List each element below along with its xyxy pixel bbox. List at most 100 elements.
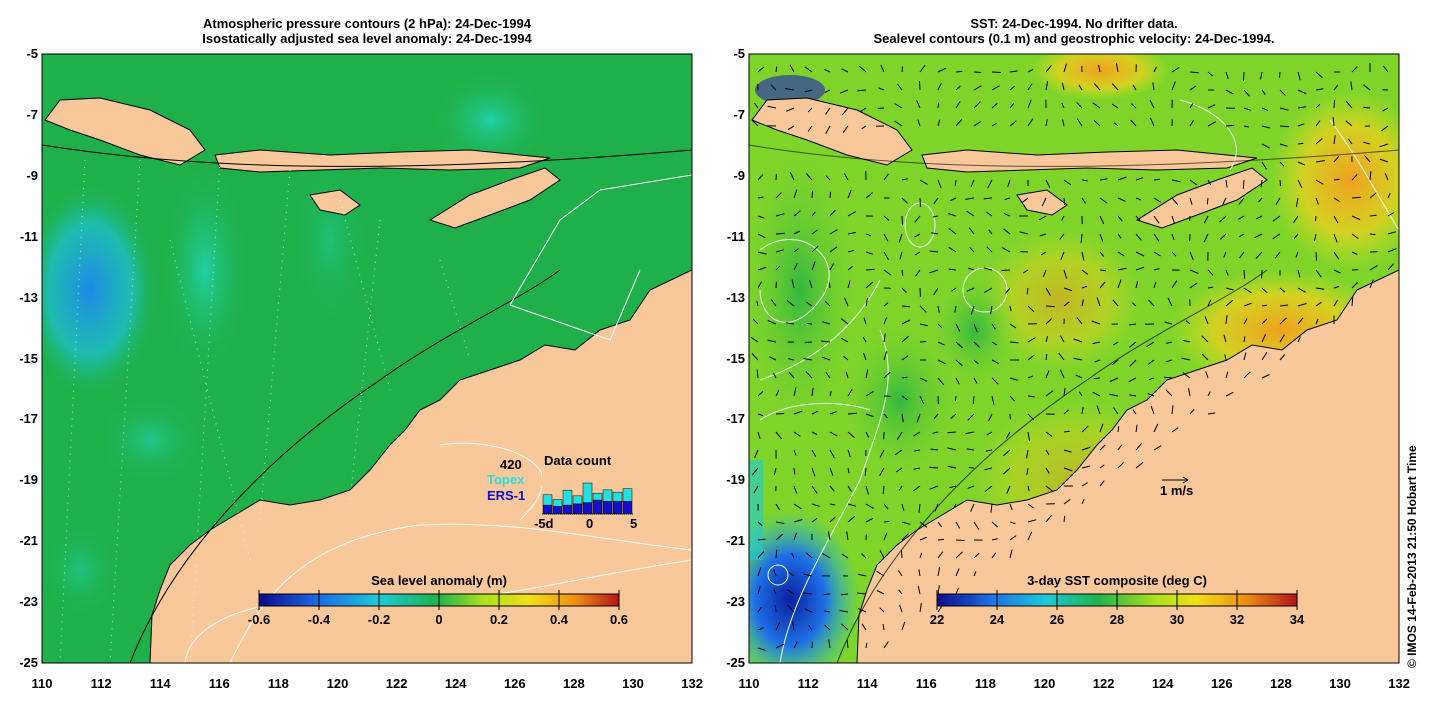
inset-series-topex: Topex bbox=[487, 472, 525, 487]
x-axis-tick: 118 bbox=[974, 676, 996, 691]
y-axis-tick: -15 bbox=[726, 350, 745, 366]
australia-land-left bbox=[149, 269, 692, 663]
sla-tick: 0.6 bbox=[609, 612, 629, 627]
inset-bar-topex bbox=[542, 494, 553, 506]
x-axis-tick: 110 bbox=[738, 676, 760, 691]
y-axis-tick: -13 bbox=[19, 289, 38, 305]
right-title-line2: Sealevel contours (0.1 m) and geostrophi… bbox=[873, 31, 1275, 46]
y-axis-tick: -11 bbox=[19, 228, 38, 244]
left-title-line1: Atmospheric pressure contours (2 hPa): 2… bbox=[203, 16, 531, 31]
inset-bar-ers bbox=[612, 501, 623, 515]
x-axis-tick: 116 bbox=[208, 676, 230, 691]
left-title-line2: Isostatically adjusted sea level anomaly… bbox=[202, 31, 532, 46]
inset-bar-ers bbox=[592, 499, 603, 515]
sst-map bbox=[749, 54, 1399, 663]
x-axis-tick: 124 bbox=[444, 676, 467, 691]
java-bali-land-left bbox=[44, 97, 206, 166]
y-axis-tick: -11 bbox=[726, 228, 745, 244]
x-axis-tick: 132 bbox=[1388, 676, 1410, 691]
y-axis-tick: -9 bbox=[26, 167, 38, 183]
x-axis-tick: 130 bbox=[622, 676, 644, 691]
x-axis-tick: 122 bbox=[385, 676, 408, 691]
y-axis-tick: -19 bbox=[726, 472, 745, 488]
x-axis-tick: 112 bbox=[797, 676, 819, 691]
australia-land-right bbox=[856, 269, 1399, 663]
x-axis-tick: 128 bbox=[1270, 676, 1292, 691]
y-axis-tick: -5 bbox=[26, 46, 38, 61]
y-axis-tick: -13 bbox=[726, 289, 745, 305]
velocity-arrows bbox=[750, 63, 1397, 651]
y-axis-tick: -7 bbox=[733, 106, 745, 122]
inset-bar-ers bbox=[572, 503, 583, 515]
sst-tick: 28 bbox=[1109, 612, 1125, 627]
y-axis-tick: -19 bbox=[19, 472, 38, 488]
y-axis-tick: -17 bbox=[19, 411, 38, 427]
y-axis-tick: -23 bbox=[726, 594, 745, 610]
inset-bar-ers bbox=[562, 504, 573, 515]
timor-left bbox=[428, 167, 561, 229]
x-axis-tick: 124 bbox=[1151, 676, 1174, 691]
x-axis-tick: 122 bbox=[1092, 676, 1115, 691]
inset-max-label: 420 bbox=[500, 457, 522, 472]
x-axis-tick: 114 bbox=[149, 676, 171, 691]
x-axis-tick: 110 bbox=[31, 676, 53, 691]
x-axis-tick: 120 bbox=[326, 676, 349, 691]
timor-right bbox=[1135, 167, 1268, 229]
inset-bar-topex bbox=[602, 489, 613, 502]
inset-bar-ers bbox=[602, 501, 613, 515]
inset-xtick-1: 0 bbox=[586, 516, 594, 531]
x-axis-tick: 116 bbox=[915, 676, 937, 691]
x-axis-tick: 126 bbox=[503, 676, 526, 691]
inset-bar-topex bbox=[582, 482, 593, 503]
y-axis-tick: -23 bbox=[19, 594, 38, 610]
sst-colorbar-title: 3-day SST composite (deg C) bbox=[1027, 573, 1207, 588]
sst-tick: 30 bbox=[1169, 612, 1185, 627]
y-axis-tick: -25 bbox=[19, 655, 38, 670]
inset-bar-ers bbox=[582, 502, 593, 515]
java-bali-land-right bbox=[751, 97, 913, 166]
sla-colorbar-title: Sea level anomaly (m) bbox=[371, 573, 507, 588]
sst-tick: 34 bbox=[1289, 612, 1305, 627]
inset-bar-topex bbox=[572, 495, 583, 505]
sumba-right bbox=[1016, 189, 1068, 216]
inset-series-ers: ERS-1 bbox=[487, 488, 526, 503]
y-axis-tick: -25 bbox=[726, 655, 745, 670]
sla-tick: -0.4 bbox=[307, 612, 331, 627]
sla-tick: -0.2 bbox=[367, 612, 391, 627]
sla-tick: -0.6 bbox=[247, 612, 271, 627]
right-title-line1: SST: 24-Dec-1994. No drifter data. bbox=[970, 16, 1178, 31]
x-axis-tick: 128 bbox=[563, 676, 585, 691]
inset-bar-topex bbox=[612, 491, 623, 502]
sst-tick: 26 bbox=[1049, 612, 1065, 627]
y-axis-tick: -15 bbox=[19, 350, 38, 366]
velocity-scale-label: 1 m/s bbox=[1160, 483, 1194, 498]
y-axis-tick: -21 bbox=[726, 533, 745, 549]
x-axis-tick: 118 bbox=[267, 676, 289, 691]
y-axis-tick: -21 bbox=[19, 533, 38, 549]
y-axis-tick: -17 bbox=[726, 411, 745, 427]
sumba-left bbox=[309, 189, 361, 216]
lesser-sunda-left bbox=[214, 149, 551, 173]
x-axis-tick: 130 bbox=[1329, 676, 1351, 691]
sla-tick: 0.2 bbox=[489, 612, 509, 627]
x-axis-tick: 132 bbox=[681, 676, 703, 691]
data-count-inset bbox=[542, 468, 634, 515]
sst-tick: 32 bbox=[1229, 612, 1245, 627]
x-axis-tick: 126 bbox=[1210, 676, 1233, 691]
inset-bar-topex bbox=[562, 489, 573, 506]
x-axis-tick: 114 bbox=[856, 676, 878, 691]
y-axis-tick: -5 bbox=[733, 46, 745, 61]
inset-title: Data count bbox=[544, 453, 612, 468]
sst-tick: 22 bbox=[929, 612, 945, 627]
sst-tick: 24 bbox=[989, 612, 1005, 627]
x-axis-tick: 112 bbox=[90, 676, 112, 691]
inset-bar-topex bbox=[592, 492, 603, 501]
inset-bar-topex bbox=[622, 488, 633, 502]
inset-bar-topex bbox=[552, 499, 563, 507]
inset-bar-ers bbox=[622, 501, 633, 515]
sla-map bbox=[42, 54, 692, 663]
sla-tick: 0.4 bbox=[549, 612, 569, 627]
sla-tick: 0 bbox=[435, 612, 443, 627]
y-axis-tick: -9 bbox=[733, 167, 745, 183]
